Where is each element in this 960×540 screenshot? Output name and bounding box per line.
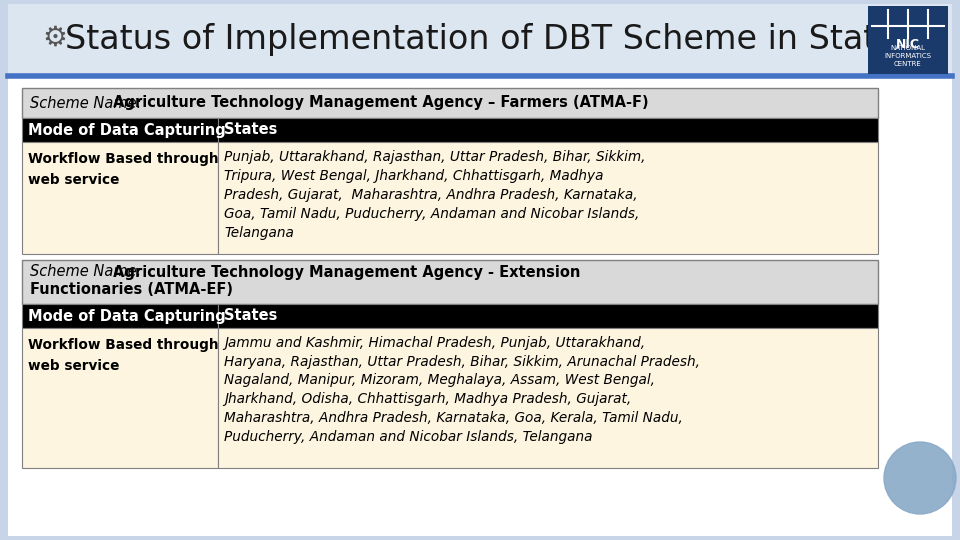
Circle shape [884, 442, 956, 514]
FancyBboxPatch shape [868, 6, 948, 74]
FancyBboxPatch shape [22, 304, 218, 328]
Text: ⚙: ⚙ [42, 24, 67, 52]
FancyBboxPatch shape [218, 142, 878, 254]
Text: Workflow Based through
web service: Workflow Based through web service [28, 338, 219, 373]
Text: Functionaries (ATMA-EF): Functionaries (ATMA-EF) [30, 282, 233, 298]
FancyBboxPatch shape [22, 88, 878, 118]
FancyBboxPatch shape [22, 118, 218, 142]
Text: States: States [224, 308, 277, 323]
Text: Punjab, Uttarakhand, Rajasthan, Uttar Pradesh, Bihar, Sikkim,
Tripura, West Beng: Punjab, Uttarakhand, Rajasthan, Uttar Pr… [224, 150, 645, 240]
Text: Scheme Name:: Scheme Name: [30, 96, 141, 111]
FancyBboxPatch shape [218, 304, 878, 328]
Text: NIC: NIC [896, 37, 920, 51]
FancyBboxPatch shape [8, 4, 952, 536]
Text: Agriculture Technology Management Agency - Extension: Agriculture Technology Management Agency… [108, 265, 581, 280]
Text: Jammu and Kashmir, Himachal Pradesh, Punjab, Uttarakhand,
Haryana, Rajasthan, Ut: Jammu and Kashmir, Himachal Pradesh, Pun… [224, 336, 700, 444]
Text: Workflow Based through
web service: Workflow Based through web service [28, 152, 219, 187]
FancyBboxPatch shape [22, 142, 218, 254]
Text: NATIONAL
INFORMATICS
CENTRE: NATIONAL INFORMATICS CENTRE [884, 45, 931, 66]
FancyBboxPatch shape [22, 328, 218, 468]
Text: Scheme Name:: Scheme Name: [30, 265, 141, 280]
FancyBboxPatch shape [218, 118, 878, 142]
FancyBboxPatch shape [218, 328, 878, 468]
Text: Status of Implementation of DBT Scheme in States: Status of Implementation of DBT Scheme i… [65, 24, 915, 57]
FancyBboxPatch shape [22, 260, 878, 304]
Text: Mode of Data Capturing: Mode of Data Capturing [28, 123, 226, 138]
FancyBboxPatch shape [8, 4, 952, 76]
Text: Agriculture Technology Management Agency – Farmers (ATMA-F): Agriculture Technology Management Agency… [108, 96, 649, 111]
Text: Mode of Data Capturing: Mode of Data Capturing [28, 308, 226, 323]
Text: States: States [224, 123, 277, 138]
